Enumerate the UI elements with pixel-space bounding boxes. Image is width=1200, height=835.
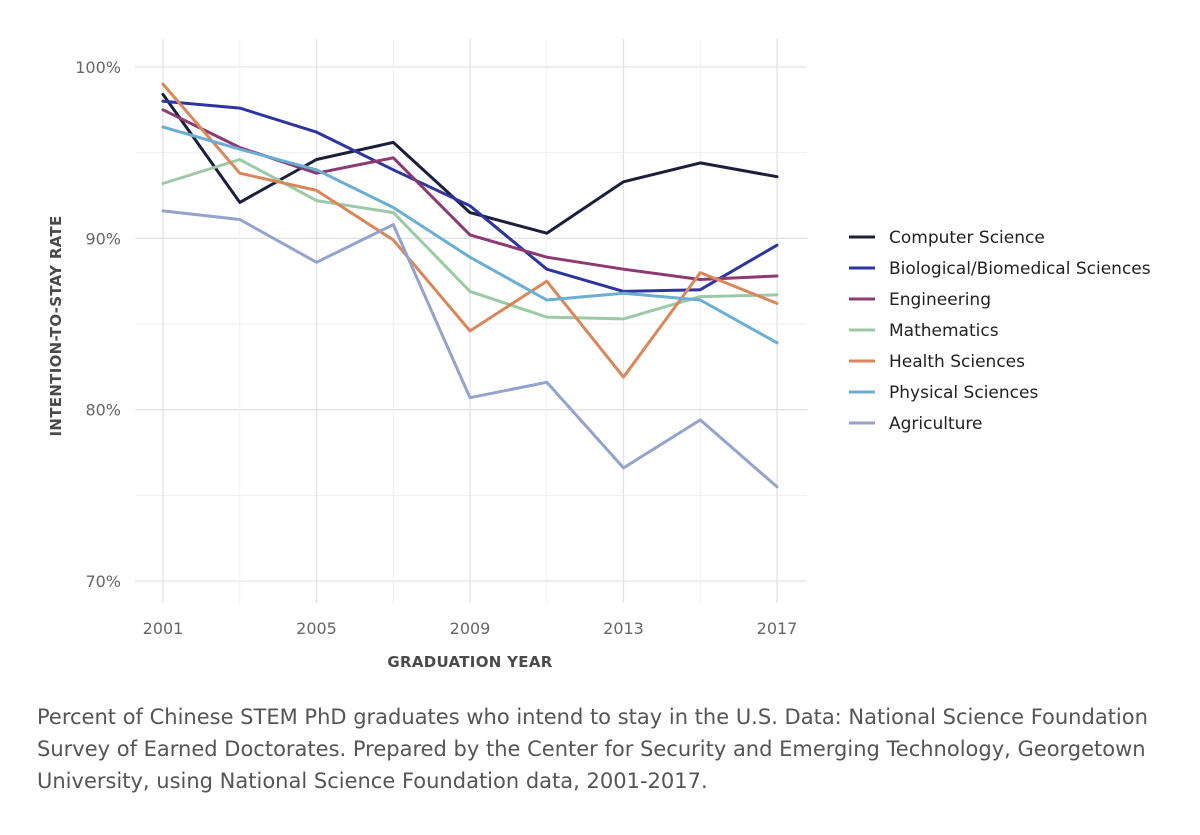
legend-label-computer-science: Computer Science <box>889 228 1045 248</box>
legend-label-biological-biomedical-sciences: Biological/Biomedical Sciences <box>889 259 1151 279</box>
series-line-biological-biomedical-sciences <box>161 99 779 293</box>
axis-ticks: 70% 80% 90% 100% 2001 2005 2009 2013 2017 <box>75 58 797 638</box>
legend-label-health-sciences: Health Sciences <box>889 352 1025 372</box>
x-tick-label: 2009 <box>450 619 491 638</box>
legend: Computer Science Biological/Biomedical Sc… <box>849 228 1151 434</box>
y-axis-title: INTENTION-TO-STAY RATE <box>47 216 65 437</box>
y-tick-label: 80% <box>85 401 121 420</box>
series-lines <box>161 82 779 489</box>
line-chart: 70% 80% 90% 100% 2001 2005 2009 2013 2017 GRADUA… <box>47 39 1151 671</box>
x-axis-title: GRADUATION YEAR <box>387 653 552 671</box>
x-tick-label: 2005 <box>296 619 337 638</box>
y-tick-label: 70% <box>85 572 121 591</box>
gridlines <box>135 39 807 603</box>
legend-label-agriculture: Agriculture <box>889 414 983 434</box>
series-line-computer-science <box>161 92 779 235</box>
x-tick-label: 2013 <box>603 619 644 638</box>
series-line-agriculture <box>161 209 779 489</box>
y-tick-label: 100% <box>75 58 121 77</box>
x-tick-label: 2017 <box>757 619 798 638</box>
series-line-health-sciences <box>161 82 779 379</box>
y-tick-label: 90% <box>85 229 121 248</box>
series-line-physical-sciences <box>161 125 779 345</box>
legend-label-physical-sciences: Physical Sciences <box>889 383 1038 403</box>
legend-label-engineering: Engineering <box>889 290 991 310</box>
chart-caption: Percent of Chinese STEM PhD graduates wh… <box>37 705 1148 793</box>
legend-label-mathematics: Mathematics <box>889 321 999 341</box>
series-line-mathematics <box>161 158 779 321</box>
x-tick-label: 2001 <box>143 619 184 638</box>
